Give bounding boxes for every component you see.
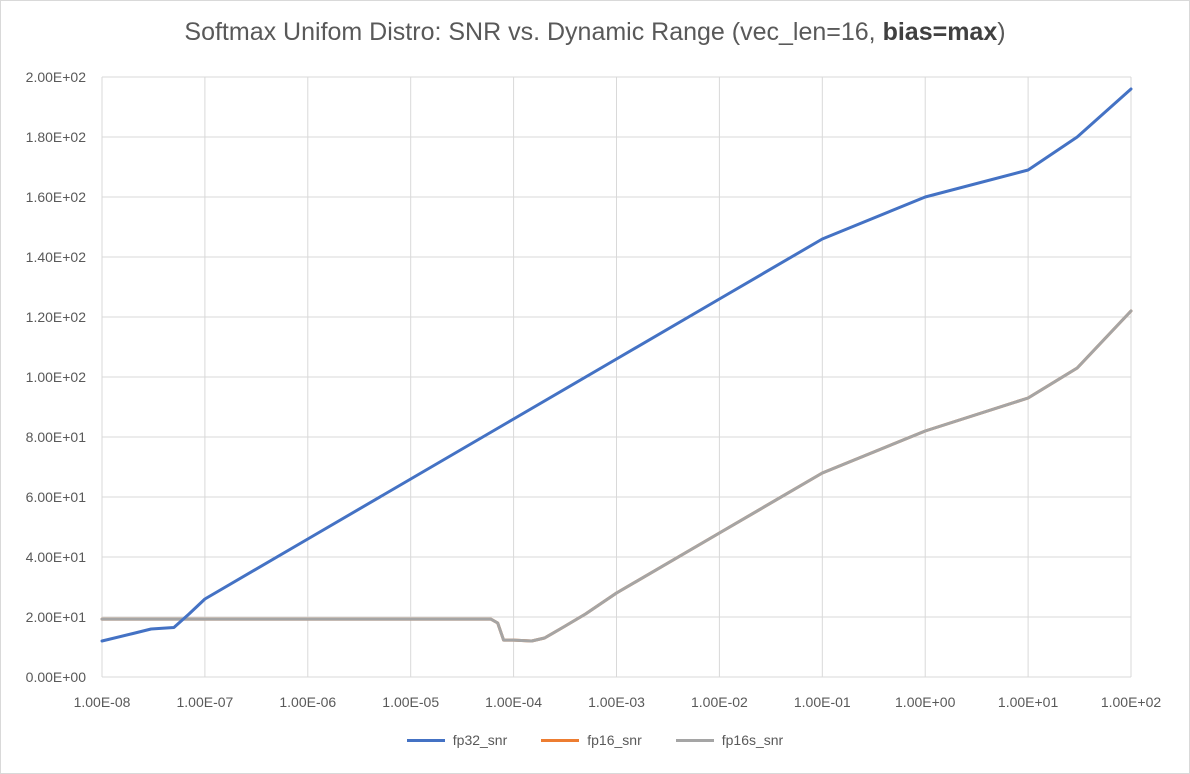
legend-item: fp16s_snr xyxy=(675,732,784,748)
legend-item: fp32_snr xyxy=(406,732,508,748)
x-tick-label: 1.00E-01 xyxy=(794,694,851,710)
legend-swatch xyxy=(675,738,714,742)
series-line-fp32_snr xyxy=(100,87,1133,643)
legend-item: fp16_snr xyxy=(541,732,642,748)
chart-title: Softmax Unifom Distro: SNR vs. Dynamic R… xyxy=(0,18,1190,47)
y-tick-label: 1.00E+02 xyxy=(26,369,87,385)
y-tick-label: 8.00E+01 xyxy=(26,429,87,445)
y-tick-label: 6.00E+01 xyxy=(26,489,87,505)
legend-label: fp16_snr xyxy=(587,732,642,748)
series-line-fp16s_snr xyxy=(100,309,1133,643)
x-tick-label: 1.00E-05 xyxy=(382,694,439,710)
chart-title-bold: bias=max xyxy=(882,18,998,46)
legend-label: fp32_snr xyxy=(452,732,508,748)
x-tick-label: 1.00E-07 xyxy=(176,694,233,710)
x-tick-label: 1.00E+02 xyxy=(1101,694,1162,710)
y-tick-label: 2.00E+02 xyxy=(26,69,87,85)
chart-legend: fp32_snr fp16_snr fp16s_snr xyxy=(0,732,1190,748)
y-tick-label: 1.40E+02 xyxy=(26,249,87,265)
x-tick-label: 1.00E-03 xyxy=(588,694,645,710)
y-tick-label: 2.00E+01 xyxy=(26,609,87,625)
y-tick-label: 0.00E+00 xyxy=(26,669,87,685)
y-tick-label: 4.00E+01 xyxy=(26,549,87,565)
chart-title-text: Softmax Unifom Distro: SNR vs. Dynamic R… xyxy=(184,18,883,46)
y-tick-label: 1.60E+02 xyxy=(26,189,87,205)
legend-swatch xyxy=(541,738,580,742)
y-tick-label: 1.80E+02 xyxy=(26,129,87,145)
legend-swatch xyxy=(406,738,445,742)
legend-label: fp16s_snr xyxy=(721,732,784,748)
chart-title-end: ) xyxy=(997,18,1006,46)
x-tick-label: 1.00E+00 xyxy=(895,694,956,710)
x-tick-label: 1.00E-04 xyxy=(485,694,542,710)
y-tick-label: 1.20E+02 xyxy=(26,309,87,325)
x-tick-label: 1.00E-02 xyxy=(691,694,748,710)
x-tick-label: 1.00E-06 xyxy=(279,694,336,710)
x-tick-label: 1.00E-08 xyxy=(74,694,131,710)
x-tick-label: 1.00E+01 xyxy=(998,694,1059,710)
